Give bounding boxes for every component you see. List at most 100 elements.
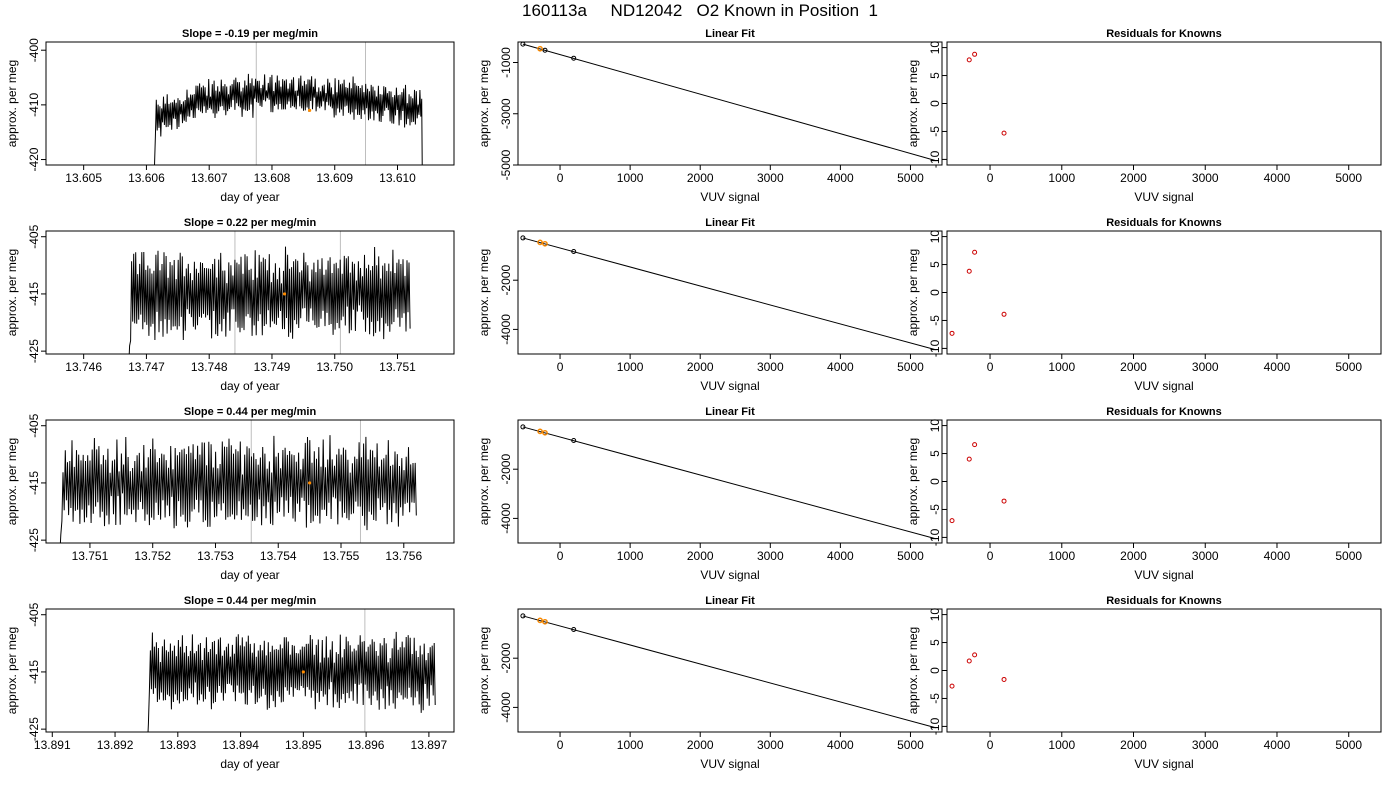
x-tick-label: 5000 bbox=[897, 549, 924, 563]
x-tick-label: 2000 bbox=[1120, 171, 1147, 185]
x-axis-label: VUV signal bbox=[1134, 757, 1193, 771]
x-tick-label: 1000 bbox=[617, 738, 644, 752]
panel-1-1: Slope = -0.19 per meg/min 13.605 13.606 13.… bbox=[5, 28, 455, 204]
x-tick-label: 1000 bbox=[1048, 360, 1075, 374]
x-tick-label: 3000 bbox=[757, 360, 784, 374]
highlight-point bbox=[537, 617, 543, 624]
x-tick-label: 3000 bbox=[1192, 360, 1219, 374]
x-axis-label: day of year bbox=[220, 190, 279, 204]
x-tick-label: 13.897 bbox=[411, 738, 448, 752]
y-tick-label: -400 bbox=[27, 38, 41, 62]
y-tick-label: 5 bbox=[928, 450, 942, 457]
x-tick-label: 1000 bbox=[617, 360, 644, 374]
x-tick-label: 0 bbox=[987, 171, 994, 185]
y-tick-label: -10 bbox=[928, 339, 942, 357]
x-tick-label: 13.894 bbox=[222, 738, 259, 752]
highlight-point bbox=[542, 240, 548, 247]
x-tick-label: 1000 bbox=[617, 171, 644, 185]
x-tick-label: 5000 bbox=[897, 171, 924, 185]
x-tick-label: 0 bbox=[557, 738, 564, 752]
x-tick-label: 13.746 bbox=[65, 360, 102, 374]
x-tick-label: 1000 bbox=[1048, 738, 1075, 752]
x-axis-label: day of year bbox=[220, 757, 279, 771]
y-tick-label: 0 bbox=[928, 667, 942, 674]
panel-frame bbox=[946, 41, 1382, 166]
panel-1-2: Linear Fit 0 1000 2000 3000 4000 5000 -5000 -300… bbox=[477, 28, 943, 204]
plot-area bbox=[59, 435, 417, 543]
x-tick-label: 13.893 bbox=[159, 738, 196, 752]
panel-2-2: Linear Fit 0 1000 2000 3000 4000 5000 -4000 -200… bbox=[477, 217, 943, 393]
data-point bbox=[972, 652, 978, 658]
panel-frame bbox=[946, 230, 1382, 355]
panel-title: Residuals for Knowns bbox=[1106, 406, 1222, 418]
data-point bbox=[1001, 676, 1007, 682]
x-tick-label: 4000 bbox=[1264, 360, 1291, 374]
x-tick-label: 13.609 bbox=[316, 171, 353, 185]
plot-area bbox=[128, 246, 411, 354]
x-tick-label: 2000 bbox=[1120, 738, 1147, 752]
data-point bbox=[949, 330, 955, 336]
panel-title: Linear Fit bbox=[705, 217, 755, 229]
data-point bbox=[949, 518, 955, 524]
data-point bbox=[972, 249, 978, 255]
x-tick-label: 5000 bbox=[1335, 738, 1362, 752]
data-point bbox=[1001, 311, 1007, 317]
y-axis-label: approx. per meg bbox=[5, 60, 19, 147]
x-tick-label: 13.751 bbox=[379, 360, 416, 374]
panel-frame bbox=[517, 230, 943, 355]
x-tick-label: 2000 bbox=[687, 360, 714, 374]
x-tick-label: 13.747 bbox=[128, 360, 165, 374]
x-tick-label: 13.607 bbox=[191, 171, 228, 185]
x-tick-label: 13.753 bbox=[197, 549, 234, 563]
panel-title: Slope = 0.44 per meg/min bbox=[184, 595, 317, 607]
x-axis-label: VUV signal bbox=[700, 568, 759, 582]
highlight-point bbox=[308, 481, 312, 485]
x-tick-label: 4000 bbox=[827, 738, 854, 752]
y-tick-label: -4000 bbox=[499, 314, 513, 345]
fit-line bbox=[522, 43, 936, 162]
data-point bbox=[966, 658, 972, 664]
plot-area bbox=[949, 249, 1007, 336]
panel-4-2: Linear Fit 0 1000 2000 3000 4000 5000 -4000 -200… bbox=[477, 595, 943, 771]
y-tick-label: -10 bbox=[928, 528, 942, 546]
highlight-point bbox=[542, 429, 548, 436]
y-axis-label: approx. per meg bbox=[477, 438, 491, 525]
panel-2-3: Residuals for Knowns 0 1000 2000 3000 4000 500… bbox=[906, 217, 1382, 393]
data-point bbox=[571, 626, 577, 632]
y-axis-label: approx. per meg bbox=[477, 249, 491, 336]
y-tick-label: -410 bbox=[27, 93, 41, 117]
y-tick-label: 0 bbox=[928, 289, 942, 296]
y-tick-label: -3000 bbox=[499, 98, 513, 129]
panel-3-2: Linear Fit 0 1000 2000 3000 4000 5000 -4000 -200… bbox=[477, 406, 943, 582]
panel-title: Slope = 0.44 per meg/min bbox=[184, 406, 317, 418]
plot-area bbox=[520, 613, 936, 729]
y-tick-label: -415 bbox=[27, 471, 41, 495]
y-tick-label: -405 bbox=[27, 224, 41, 248]
x-tick-label: 2000 bbox=[1120, 360, 1147, 374]
panel-title: Residuals for Knowns bbox=[1106, 28, 1222, 40]
x-tick-label: 13.750 bbox=[316, 360, 353, 374]
y-tick-label: 10 bbox=[928, 419, 942, 433]
y-tick-label: 5 bbox=[928, 639, 942, 646]
y-tick-label: -10 bbox=[928, 150, 942, 168]
plot-area bbox=[520, 42, 936, 162]
x-tick-label: 0 bbox=[557, 360, 564, 374]
x-tick-label: 0 bbox=[557, 171, 564, 185]
data-point bbox=[972, 442, 978, 448]
panel-frame bbox=[45, 230, 455, 355]
x-tick-label: 13.892 bbox=[97, 738, 134, 752]
x-tick-label: 3000 bbox=[1192, 549, 1219, 563]
y-tick-label: -405 bbox=[27, 602, 41, 626]
x-tick-label: 4000 bbox=[827, 549, 854, 563]
panel-4-1: Slope = 0.44 per meg/min 13.891 13.892 13.8… bbox=[5, 595, 455, 771]
y-tick-label: -1000 bbox=[499, 47, 513, 78]
highlight-point bbox=[537, 45, 543, 52]
x-tick-label: 13.755 bbox=[323, 549, 360, 563]
panel-title: Residuals for Knowns bbox=[1106, 217, 1222, 229]
x-tick-label: 5000 bbox=[897, 738, 924, 752]
x-tick-label: 1000 bbox=[1048, 171, 1075, 185]
y-tick-label: -2000 bbox=[499, 454, 513, 485]
y-tick-label: -415 bbox=[27, 660, 41, 684]
x-tick-label: 3000 bbox=[757, 738, 784, 752]
